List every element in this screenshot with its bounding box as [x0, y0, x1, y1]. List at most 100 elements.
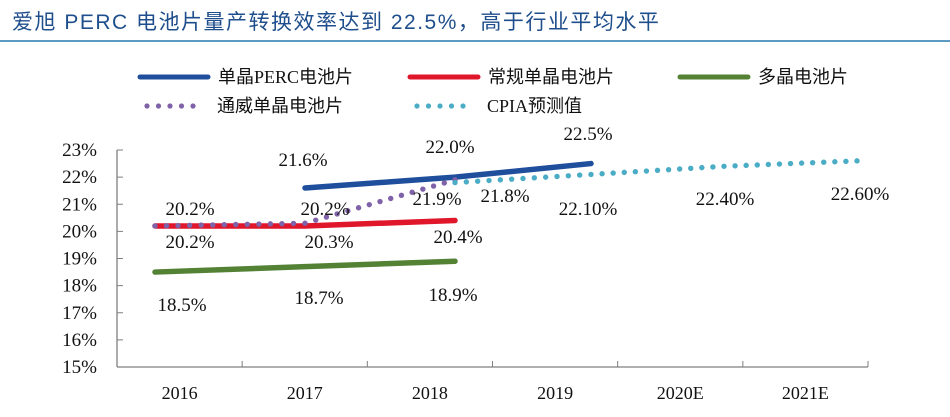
series-dot: [832, 159, 838, 165]
series-line-2: [152, 258, 458, 275]
series-dot: [798, 160, 805, 166]
legend-dot: [167, 103, 173, 109]
x-tick-label: 2020E: [657, 383, 704, 403]
data-labels: 21.6% 22.0% 22.5% 20.2% 20.2% 20.4% 18.5% 18.7%…: [157, 124, 889, 316]
series-dot: [743, 162, 749, 169]
legend-dot: [190, 103, 196, 109]
series-dot: [654, 167, 661, 174]
legend-dot: [414, 103, 420, 109]
page-title: 爱旭 PERC 电池片量产转换效率达到 22.5%，高于行业平均水平: [12, 11, 661, 34]
series-dot: [256, 221, 262, 227]
series-dot: [787, 160, 794, 167]
legend-dot: [144, 103, 150, 109]
series-dot: [430, 183, 437, 189]
series-lines: [152, 158, 860, 275]
series-dot: [323, 214, 330, 220]
series-dot: [420, 186, 426, 192]
series-dot: [520, 175, 526, 182]
series-dot: [409, 189, 415, 195]
series-dot: [267, 221, 274, 227]
title-divider: [0, 40, 950, 42]
series-dot: [355, 205, 362, 211]
legend-dot: [448, 103, 455, 109]
series-dot: [366, 201, 372, 208]
legend-dot: [425, 103, 432, 109]
data-label: 21.8%: [480, 186, 529, 207]
x-tick-label: 2018: [412, 383, 448, 403]
series-dot: [531, 175, 538, 181]
series-dot: [688, 165, 694, 172]
axes: 15% 16% 17% 18% 19% 20% 21% 22% 23% 2016 2017 2018 2…: [62, 140, 869, 403]
series-dot: [163, 223, 170, 229]
series-dot: [588, 171, 594, 178]
y-tick-label: 15%: [62, 357, 97, 378]
data-label: 20.2%: [165, 232, 214, 253]
series-dot: [542, 174, 549, 180]
y-tick-label: 22%: [62, 167, 97, 188]
series-dot: [463, 179, 470, 185]
data-label: 21.6%: [278, 150, 327, 171]
series-dot: [843, 158, 849, 165]
series-dot: [776, 161, 783, 167]
series-dot: [398, 192, 405, 199]
series-dot: [754, 162, 760, 168]
legend-dot: [155, 103, 162, 109]
data-label: 22.10%: [559, 199, 618, 220]
series-dot: [643, 168, 650, 174]
series-dot: [334, 211, 340, 217]
data-label: 22.40%: [696, 189, 755, 210]
legend-label: 多晶电池片: [758, 67, 848, 87]
series-dot: [621, 169, 627, 176]
series-dot: [554, 173, 560, 180]
data-label: 20.3%: [304, 232, 353, 253]
data-label: 20.2%: [300, 199, 349, 220]
series-dot: [732, 163, 738, 169]
series-dot: [244, 221, 251, 227]
series-line-1: [152, 217, 458, 229]
legend-label: CPIA预测值: [487, 96, 582, 116]
series-dot: [765, 161, 772, 168]
series-dot: [441, 180, 447, 186]
series-dot: [186, 222, 193, 229]
series-dot: [377, 198, 383, 205]
data-label: 20.4%: [433, 227, 482, 248]
series-dot: [854, 158, 860, 164]
series-dot: [452, 179, 458, 186]
series-dot: [221, 221, 227, 228]
y-tick-label: 23%: [62, 140, 97, 161]
series-dot: [302, 220, 308, 226]
series-dot: [610, 170, 616, 176]
series-dot: [699, 164, 705, 171]
series-dot: [198, 222, 204, 228]
y-tick-label: 16%: [62, 330, 97, 351]
series-dot: [497, 177, 504, 183]
y-tick-label: 19%: [62, 249, 97, 270]
y-tick-label: 17%: [62, 303, 97, 324]
series-dot: [632, 169, 639, 175]
series-dotted-line-4: [452, 158, 860, 186]
series-dot: [676, 166, 683, 172]
series-line-0: [302, 160, 594, 191]
series-dot: [665, 166, 672, 173]
series-dot: [345, 208, 351, 214]
series-dot: [279, 220, 285, 227]
series-dot: [710, 164, 716, 170]
data-label: 18.5%: [157, 295, 206, 316]
series-dot: [721, 163, 727, 169]
series-dot: [474, 178, 481, 184]
series-dot: [821, 159, 827, 165]
y-tick-label: 21%: [62, 194, 97, 215]
x-tick-label: 2019: [537, 383, 573, 403]
legend-swatch: [414, 103, 466, 109]
data-label: 18.9%: [428, 285, 477, 306]
data-label: 20.2%: [165, 199, 214, 220]
legend-dot: [178, 103, 185, 109]
y-tick-label: 20%: [62, 221, 97, 242]
y-tick-label: 18%: [62, 276, 97, 297]
series-dot: [152, 223, 158, 229]
series-dot: [209, 222, 216, 228]
x-tick-label: 2017: [287, 383, 323, 403]
legend-label: 通威单晶电池片: [217, 96, 343, 116]
